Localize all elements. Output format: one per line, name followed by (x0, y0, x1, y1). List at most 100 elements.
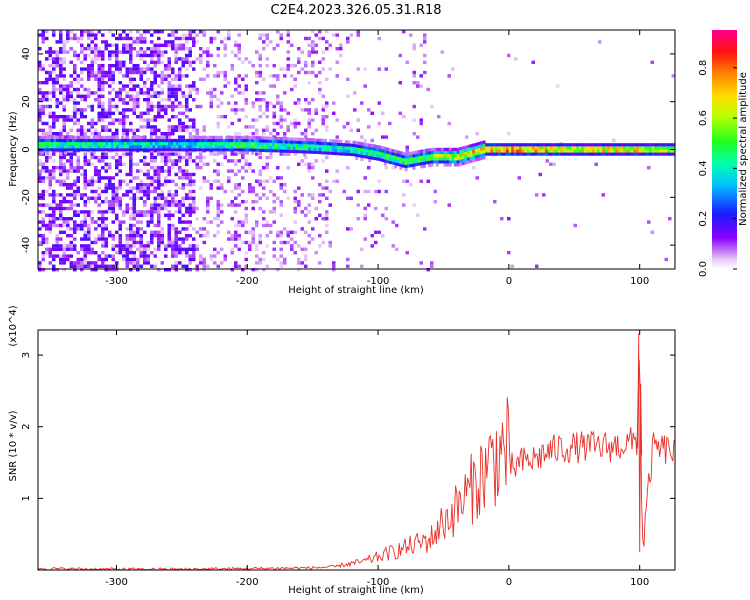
spectrogram-cell (129, 57, 133, 61)
spectrogram-ridge-cell (92, 151, 96, 155)
spectrogram-cell (69, 261, 73, 265)
spectrogram-cell (181, 186, 185, 190)
spectrogram-cell (73, 189, 77, 194)
spectrogram-cell (108, 70, 112, 75)
spectrogram-cell (356, 217, 360, 221)
spectrogram-ridge-cell (230, 148, 234, 152)
spectrogram-cell (185, 169, 189, 173)
spectrogram-cell (125, 128, 129, 132)
spectrogram-ridge-cell (402, 161, 405, 165)
spectrogram-cell (83, 47, 87, 51)
spectrogram-ridge-cell (633, 143, 637, 147)
spectrogram-cell (59, 152, 63, 156)
spectrogram-ridge-cell (490, 149, 494, 153)
spectrogram-ridge-cell (560, 143, 564, 147)
spectrogram-ridge-cell (201, 148, 205, 152)
spectrogram-cell (223, 53, 227, 58)
spectrogram-cell (234, 261, 238, 265)
spectrogram-ridge-cell (329, 142, 333, 146)
spectrogram-cell (258, 172, 262, 177)
spectrogram-ridge-cell (305, 137, 309, 142)
spectrogram-cell (66, 115, 70, 119)
spectrogram-ridge-cell (230, 138, 234, 143)
spectrogram-cell (122, 118, 126, 122)
spectrogram-cell (80, 94, 84, 98)
spectrogram-ridge-cell (300, 150, 304, 154)
spectrogram-ridge-cell (420, 165, 424, 169)
spectrogram-cell (160, 230, 164, 234)
spectrogram-cell (136, 64, 140, 68)
spectrogram-cell (129, 217, 133, 221)
spectrogram-cell (150, 67, 154, 71)
spectrogram-ridge-cell (370, 153, 374, 157)
spectrogram-ridge-cell (248, 148, 252, 152)
spectrogram-ridge-cell (417, 150, 421, 154)
spectrogram-cell (206, 60, 210, 64)
spectrogram-ridge-cell (279, 143, 283, 147)
spectrogram-ridge-cell (191, 135, 195, 139)
spectrogram-ridge-cell (168, 142, 171, 146)
spectrogram-ridge-cell (646, 152, 650, 156)
spectrogram-cell (111, 43, 115, 47)
spectrogram-cell (276, 94, 280, 98)
spectrogram-cell (90, 217, 94, 221)
spectrogram-cell (73, 223, 77, 228)
spectrogram-cell (55, 237, 59, 241)
spectrogram-cell (244, 257, 248, 262)
spectrogram-cell (286, 64, 290, 68)
spectrogram-cell (192, 227, 196, 231)
spectrogram-cell (76, 74, 80, 78)
spectrogram-cell (146, 257, 150, 262)
spectrogram-ridge-cell (594, 149, 598, 153)
spectrogram-ridge-cell (230, 135, 234, 139)
spectrogram-ridge-cell (573, 143, 577, 147)
spectrogram-ridge-cell (578, 146, 582, 150)
spectrogram-cell (384, 135, 388, 139)
spectrogram-cell (181, 247, 185, 251)
spectrogram-cell (153, 91, 157, 95)
spectrogram-cell (104, 200, 108, 204)
spectrogram-cell (94, 179, 98, 183)
spectrogram-cell (150, 159, 154, 163)
spectrogram-cell (174, 268, 178, 272)
spectrogram-ridge-cell (251, 139, 255, 143)
spectrogram-cell (150, 33, 154, 37)
spectrogram-cell (73, 237, 77, 241)
spectrogram-cell (202, 176, 206, 180)
spectrogram-cell (143, 230, 147, 234)
spectrogram-cell (237, 43, 241, 47)
spectrogram-cell (108, 115, 112, 119)
spectrogram-cell (115, 60, 119, 64)
spectrogram-ridge-cell (277, 136, 281, 141)
spectrogram-cell (101, 251, 105, 255)
spectrogram-cell (108, 101, 112, 105)
spectrogram-cell (447, 203, 451, 207)
spectrogram-ridge-cell (217, 151, 221, 155)
spectrogram-cell (52, 57, 56, 61)
spectrogram-cell (143, 40, 147, 44)
spectrogram-cell (118, 159, 122, 163)
spectrogram-cell (38, 159, 42, 163)
spectrogram-cell (251, 169, 255, 173)
spectrogram-cell (41, 121, 45, 126)
spectrogram-cell (132, 40, 136, 44)
spectrogram-cell (101, 77, 105, 81)
spectrogram-cell (94, 189, 98, 194)
spectrogram-ridge-cell (563, 143, 567, 147)
spectrogram-cell (94, 264, 98, 268)
spectrogram-cell (272, 121, 276, 126)
spectrogram-ridge-cell (404, 161, 408, 165)
spectrogram-cell (178, 121, 182, 126)
spectrogram-cell (265, 115, 269, 119)
spectrogram-cell (157, 101, 161, 105)
spectrogram-cell (153, 125, 157, 129)
spectrogram-cell (244, 162, 248, 166)
spectrogram-ridge-cell (365, 152, 369, 156)
spectrogram-ridge-cell (480, 153, 483, 157)
spectrogram-cell (150, 203, 154, 207)
spectrogram-cell (171, 40, 175, 44)
spectrogram-cell (192, 87, 196, 92)
spectrogram-cell (52, 268, 56, 272)
spectrogram-ridge-cell (360, 145, 364, 149)
spectrogram-cell (185, 193, 189, 197)
